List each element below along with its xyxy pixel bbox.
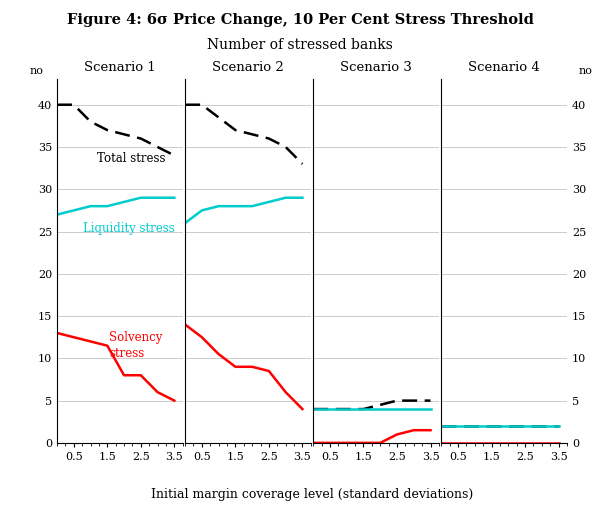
Text: Scenario 3: Scenario 3 <box>340 61 412 74</box>
Text: no: no <box>29 66 43 76</box>
Text: Liquidity stress: Liquidity stress <box>83 222 175 234</box>
Text: Figure 4: 6σ Price Change, 10 Per Cent Stress Threshold: Figure 4: 6σ Price Change, 10 Per Cent S… <box>67 13 533 27</box>
Text: Solvency
stress: Solvency stress <box>109 331 163 359</box>
Text: Scenario 2: Scenario 2 <box>212 61 284 74</box>
Text: Scenario 4: Scenario 4 <box>468 61 540 74</box>
Text: Scenario 1: Scenario 1 <box>84 61 156 74</box>
Text: Number of stressed banks: Number of stressed banks <box>207 38 393 52</box>
Text: no: no <box>578 66 592 76</box>
Text: Total stress: Total stress <box>97 152 166 165</box>
Text: Initial margin coverage level (standard deviations): Initial margin coverage level (standard … <box>151 488 473 501</box>
